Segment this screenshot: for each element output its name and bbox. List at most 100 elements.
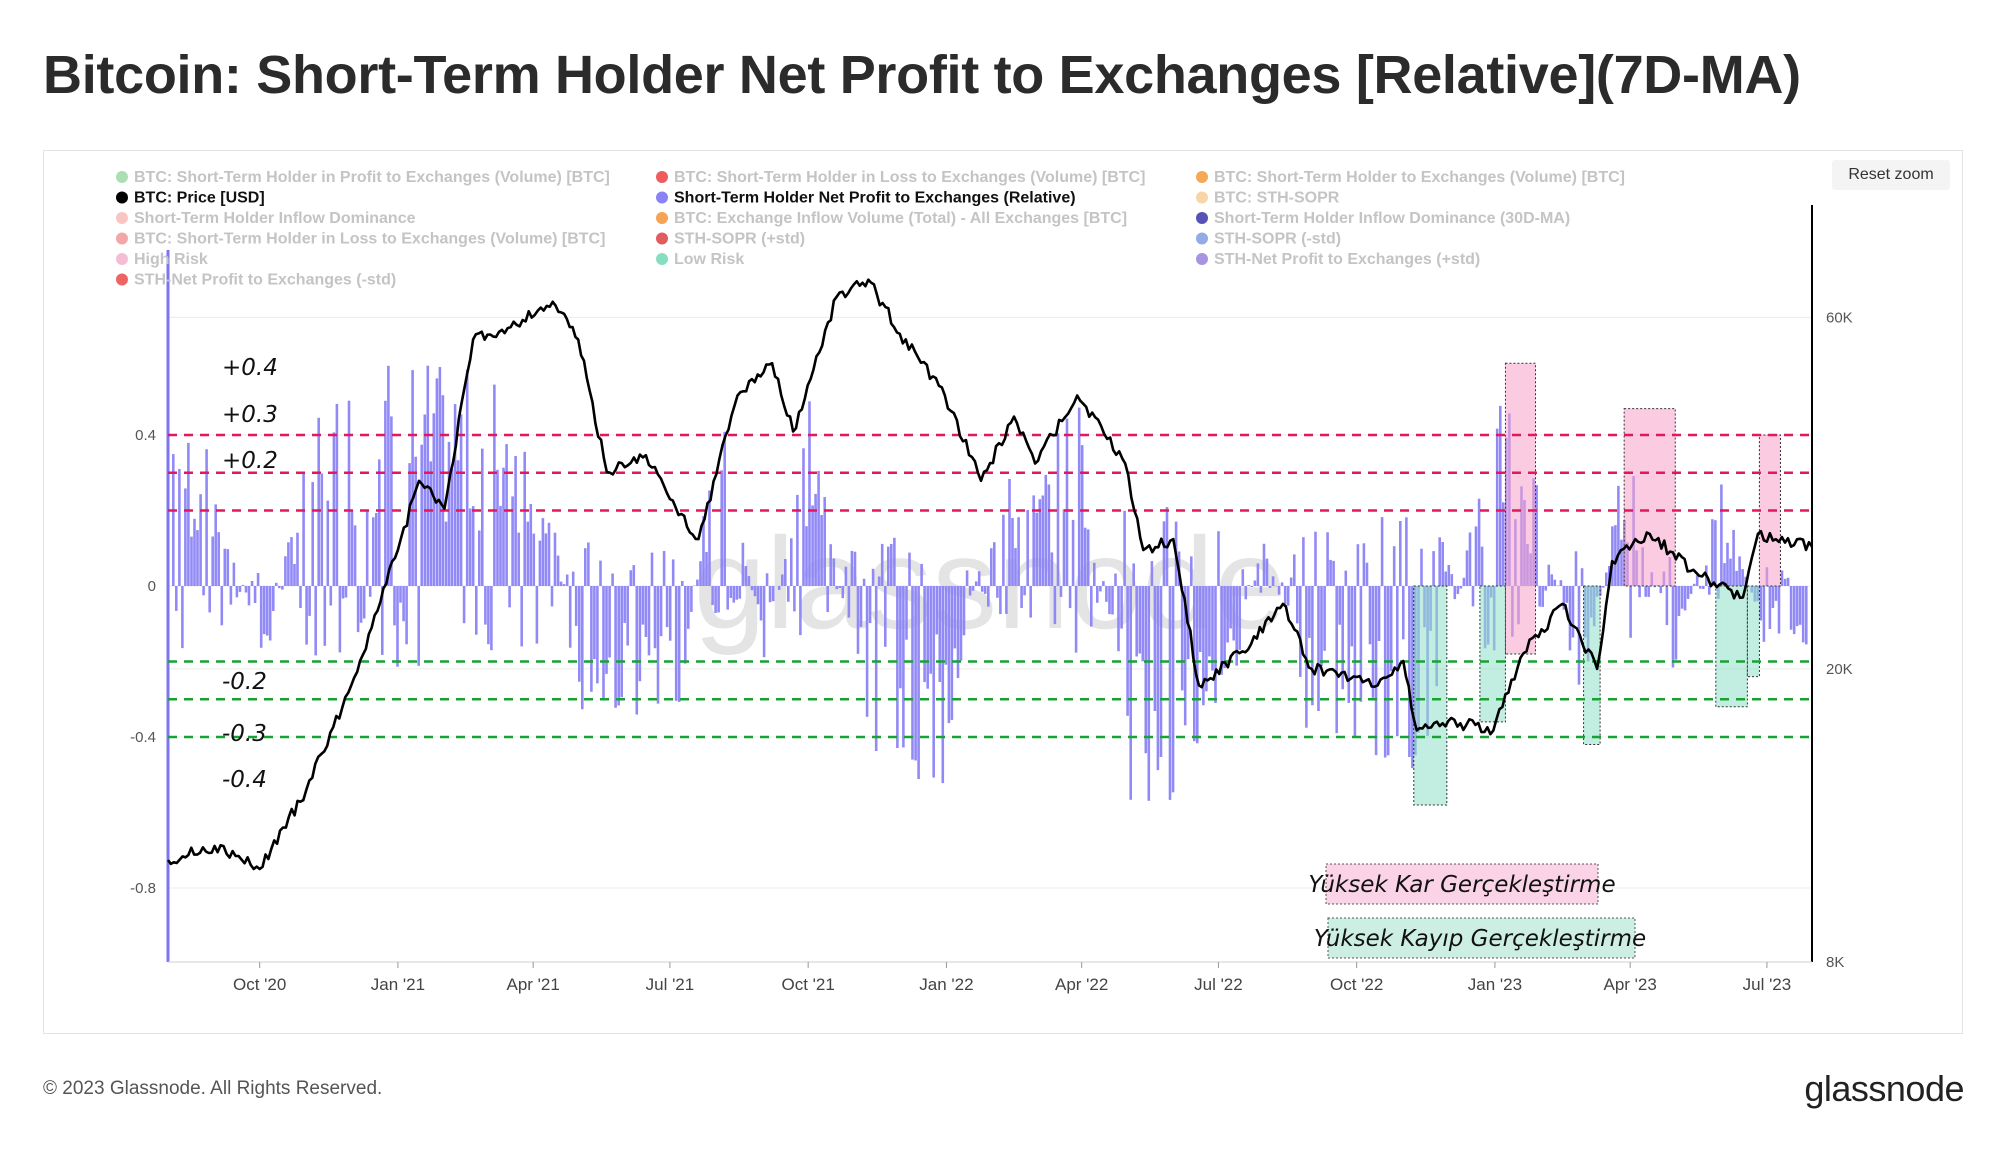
legend-item[interactable]: BTC: Short-Term Holder to Exchanges (Vol…	[1196, 169, 1625, 186]
net-profit-bar	[1535, 485, 1538, 586]
net-profit-bar	[590, 586, 593, 692]
legend-item[interactable]: BTC: Exchange Inflow Volume (Total) - Al…	[656, 210, 1127, 227]
net-profit-bar	[408, 463, 411, 586]
legend-item[interactable]: Short-Term Holder Inflow Dominance (30D-…	[1196, 210, 1570, 227]
net-profit-bar	[926, 586, 929, 689]
net-profit-bar	[1041, 495, 1045, 586]
legend-label: BTC: Price [USD]	[134, 190, 265, 207]
x-tick-label: Apr '22	[1055, 975, 1108, 994]
net-profit-bar	[787, 586, 790, 602]
legend-item[interactable]: Short-Term Holder Net Profit to Exchange…	[656, 190, 1076, 207]
net-profit-bar	[305, 586, 308, 645]
net-profit-bar	[1774, 586, 1778, 601]
net-profit-bar	[465, 369, 469, 586]
net-profit-bar	[556, 555, 560, 586]
net-profit-bar	[405, 586, 408, 645]
net-profit-bar	[299, 586, 302, 608]
net-profit-bar	[662, 551, 666, 586]
net-profit-bar	[1553, 579, 1557, 586]
legend-item[interactable]: Low Risk	[656, 251, 744, 268]
legend-item[interactable]: BTC: STH-SOPR	[1196, 190, 1340, 207]
net-profit-bar	[275, 582, 278, 586]
net-profit-bar	[541, 518, 545, 586]
threshold-label: -0.2	[222, 669, 267, 695]
legend-item[interactable]: BTC: Short-Term Holder in Loss to Exchan…	[116, 231, 605, 248]
legend-item[interactable]: Short-Term Holder Inflow Dominance	[116, 210, 416, 227]
net-profit-bar	[1374, 586, 1378, 756]
net-profit-bar	[726, 586, 729, 610]
legend-item[interactable]: High Risk	[116, 251, 208, 268]
net-profit-bar	[1759, 586, 1763, 621]
net-profit-bar	[1171, 586, 1175, 793]
net-profit-bar	[765, 573, 769, 586]
net-profit-bar	[1371, 586, 1375, 698]
net-profit-bar	[641, 586, 645, 625]
net-profit-bar	[593, 586, 596, 660]
legend-label: BTC: STH-SOPR	[1214, 190, 1340, 207]
net-profit-bar	[1205, 586, 1208, 692]
net-profit-bar	[1211, 586, 1214, 671]
net-profit-bar	[808, 401, 811, 586]
net-profit-bar	[793, 586, 796, 612]
net-profit-bar	[1180, 586, 1184, 691]
net-profit-bar	[1074, 586, 1078, 653]
legend-marker	[656, 171, 668, 183]
net-profit-bar	[1471, 586, 1475, 607]
net-profit-bar	[865, 586, 869, 717]
net-profit-bar	[441, 395, 445, 586]
net-profit-bar	[611, 573, 614, 586]
legend-item[interactable]: STH-Net Profit to Exchanges (+std)	[1196, 251, 1480, 268]
net-profit-bar	[481, 448, 484, 586]
net-profit-bar	[211, 536, 214, 586]
net-profit-bar	[1468, 532, 1472, 586]
legend-item[interactable]: BTC: Short-Term Holder in Profit to Exch…	[116, 169, 610, 186]
net-profit-bar	[1729, 558, 1732, 586]
x-tick-label: Jan '21	[371, 975, 425, 994]
legend-label: STH-Net Profit to Exchanges (+std)	[1214, 251, 1480, 268]
net-profit-bar	[290, 537, 293, 586]
net-profit-bar	[526, 521, 530, 586]
high-loss-zone	[1746, 585, 1760, 678]
net-profit-bar	[375, 513, 378, 586]
net-profit-bar	[605, 586, 608, 674]
net-profit-bar	[656, 586, 660, 704]
y-right-tick: 8K	[1826, 954, 1844, 971]
net-profit-bar	[565, 574, 569, 586]
net-profit-bar	[753, 586, 757, 597]
net-profit-bar	[311, 482, 314, 586]
net-profit-bar	[175, 586, 178, 611]
x-tick-label: Oct '21	[782, 975, 835, 994]
net-profit-bar	[1102, 581, 1105, 586]
net-profit-bar	[1680, 586, 1684, 609]
x-tick-label: Jan '23	[1468, 975, 1522, 994]
legend-item[interactable]: STH-Net Profit to Exchanges (-std)	[116, 272, 396, 289]
net-profit-bar	[1014, 548, 1017, 586]
net-profit-bar	[935, 586, 939, 635]
net-profit-bar	[1741, 569, 1744, 586]
net-profit-bar	[877, 576, 881, 586]
net-profit-bar	[811, 505, 814, 586]
legend-item[interactable]: STH-SOPR (-std)	[1196, 231, 1341, 248]
net-profit-bar	[547, 522, 551, 586]
net-profit-bar	[1117, 586, 1120, 652]
legend-item[interactable]: BTC: Short-Term Holder in Loss to Exchan…	[656, 169, 1145, 186]
net-profit-bar	[696, 579, 699, 586]
legend-item[interactable]: BTC: Price [USD]	[116, 190, 265, 207]
net-profit-bar	[623, 586, 626, 623]
legend-item[interactable]: STH-SOPR (+std)	[656, 231, 805, 248]
net-profit-bar	[744, 566, 748, 586]
net-profit-bar	[1453, 586, 1457, 600]
net-profit-bar	[659, 586, 663, 637]
net-profit-bar	[1190, 556, 1193, 586]
net-profit-bar	[1068, 586, 1072, 609]
net-profit-bar	[1420, 548, 1423, 586]
net-profit-bar	[220, 586, 224, 626]
reset-zoom-button[interactable]: Reset zoom	[1832, 160, 1950, 190]
net-profit-bar	[1411, 586, 1414, 769]
net-profit-bar	[880, 543, 884, 586]
net-profit-bar	[471, 506, 475, 586]
x-tick-label: Apr '23	[1603, 975, 1656, 994]
net-profit-bar	[262, 586, 266, 635]
net-profit-bar	[235, 586, 239, 598]
